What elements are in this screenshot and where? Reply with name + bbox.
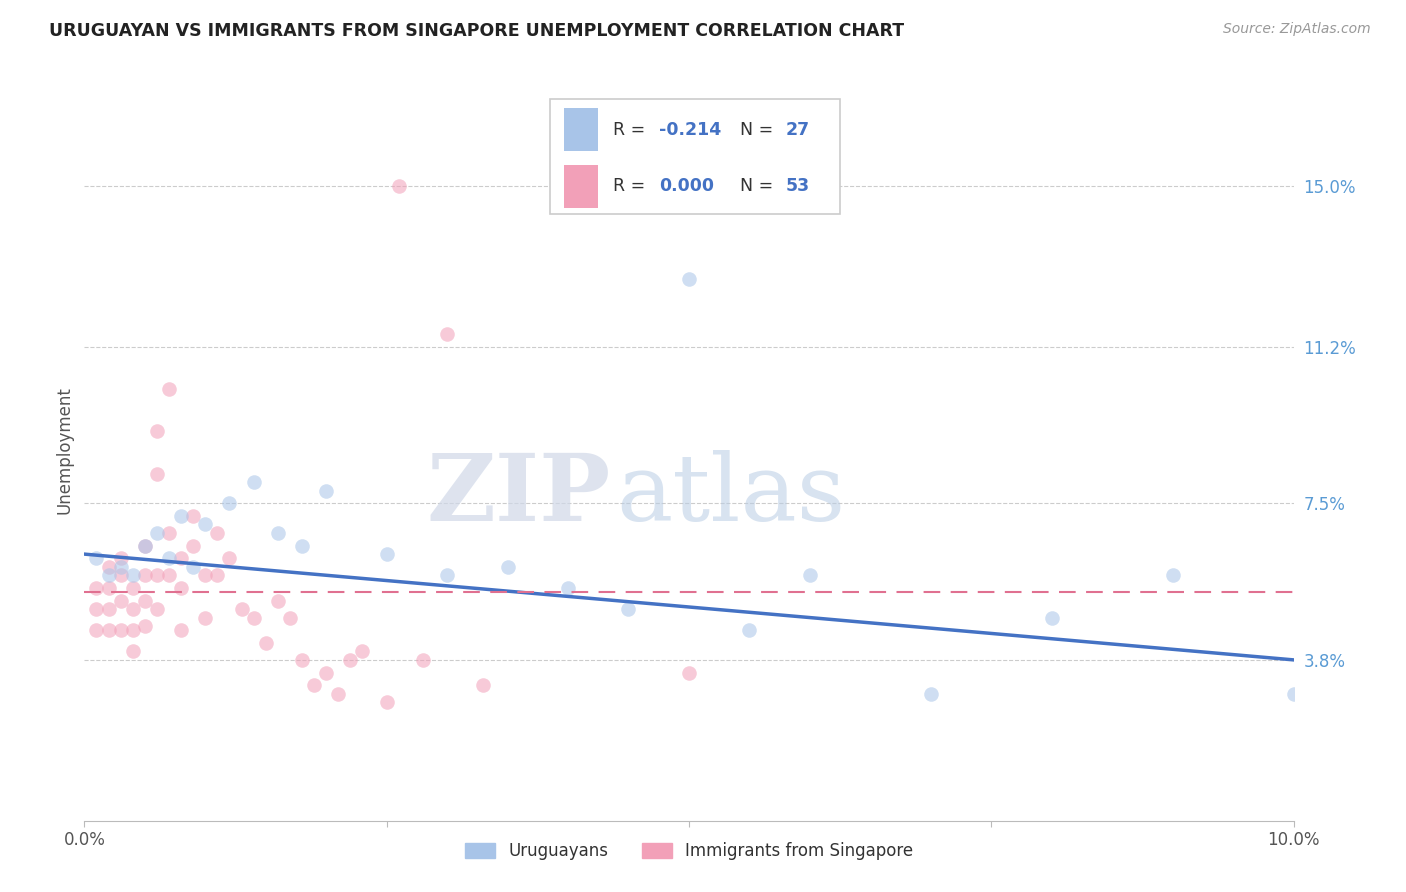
Text: URUGUAYAN VS IMMIGRANTS FROM SINGAPORE UNEMPLOYMENT CORRELATION CHART: URUGUAYAN VS IMMIGRANTS FROM SINGAPORE U… (49, 22, 904, 40)
Point (181, 559, 204, 574)
Point (110, 551, 132, 566)
Point (146, 467, 169, 481)
Point (146, 602, 169, 616)
Point (352, 644, 374, 658)
Text: Source: ZipAtlas.com: Source: ZipAtlas.com (1223, 22, 1371, 37)
Point (375, 547, 398, 561)
Point (678, 665, 700, 680)
Text: N =: N = (740, 121, 779, 139)
Text: ZIP: ZIP (426, 450, 610, 540)
Point (436, 568, 458, 582)
Point (146, 568, 169, 582)
Point (86, 624, 108, 638)
Point (194, 610, 217, 624)
Point (157, 568, 180, 582)
Point (291, 653, 314, 667)
Point (799, 568, 821, 582)
Point (207, 568, 229, 582)
Point (134, 539, 156, 553)
Text: R =: R = (613, 178, 651, 195)
Point (436, 327, 458, 342)
Point (181, 539, 204, 553)
Point (97, 581, 120, 595)
FancyBboxPatch shape (550, 99, 841, 213)
Bar (564, 165, 599, 208)
Bar (564, 109, 599, 152)
Point (121, 644, 143, 658)
Point (254, 636, 277, 650)
Point (110, 593, 132, 607)
Point (134, 568, 156, 582)
Y-axis label: Unemployment: Unemployment (55, 386, 73, 515)
Point (134, 593, 156, 607)
Point (170, 581, 193, 595)
Point (920, 687, 942, 701)
Point (194, 568, 217, 582)
Point (146, 525, 169, 540)
Point (121, 581, 143, 595)
Point (315, 483, 337, 498)
Point (1040, 610, 1063, 624)
Point (134, 619, 156, 633)
Text: -0.214: -0.214 (659, 121, 721, 139)
Point (121, 602, 143, 616)
Point (267, 525, 290, 540)
Point (267, 593, 290, 607)
Point (412, 653, 434, 667)
Point (170, 509, 193, 524)
Point (86, 602, 108, 616)
Point (218, 551, 240, 566)
Point (472, 678, 495, 692)
Point (97, 559, 120, 574)
Text: R =: R = (613, 121, 651, 139)
Point (328, 687, 350, 701)
Legend: Uruguayans, Immigrants from Singapore: Uruguayans, Immigrants from Singapore (465, 842, 912, 861)
Point (86, 551, 108, 566)
Text: 0.000: 0.000 (659, 178, 714, 195)
Point (157, 382, 180, 396)
Point (302, 678, 325, 692)
Point (496, 559, 519, 574)
Point (86, 581, 108, 595)
Point (157, 525, 180, 540)
Point (291, 539, 314, 553)
Point (339, 653, 361, 667)
Point (134, 539, 156, 553)
Point (207, 525, 229, 540)
Text: N =: N = (740, 178, 779, 195)
Point (1161, 568, 1184, 582)
Point (97, 624, 120, 638)
Point (97, 568, 120, 582)
Text: 53: 53 (786, 178, 810, 195)
Point (375, 695, 398, 709)
Point (97, 602, 120, 616)
Point (617, 602, 640, 616)
Point (1282, 687, 1305, 701)
Text: atlas: atlas (616, 450, 845, 540)
Point (242, 475, 264, 490)
Point (218, 496, 240, 510)
Point (278, 610, 301, 624)
Point (678, 272, 700, 286)
Point (388, 179, 411, 194)
Point (181, 509, 204, 524)
Point (557, 581, 579, 595)
Point (146, 425, 169, 439)
Point (170, 624, 193, 638)
Point (738, 624, 761, 638)
Point (315, 665, 337, 680)
Point (110, 624, 132, 638)
Point (157, 551, 180, 566)
Point (110, 568, 132, 582)
Text: 27: 27 (786, 121, 810, 139)
Point (231, 602, 253, 616)
Point (194, 517, 217, 532)
Point (110, 559, 132, 574)
Point (242, 610, 264, 624)
Point (121, 568, 143, 582)
Point (121, 624, 143, 638)
Point (170, 551, 193, 566)
